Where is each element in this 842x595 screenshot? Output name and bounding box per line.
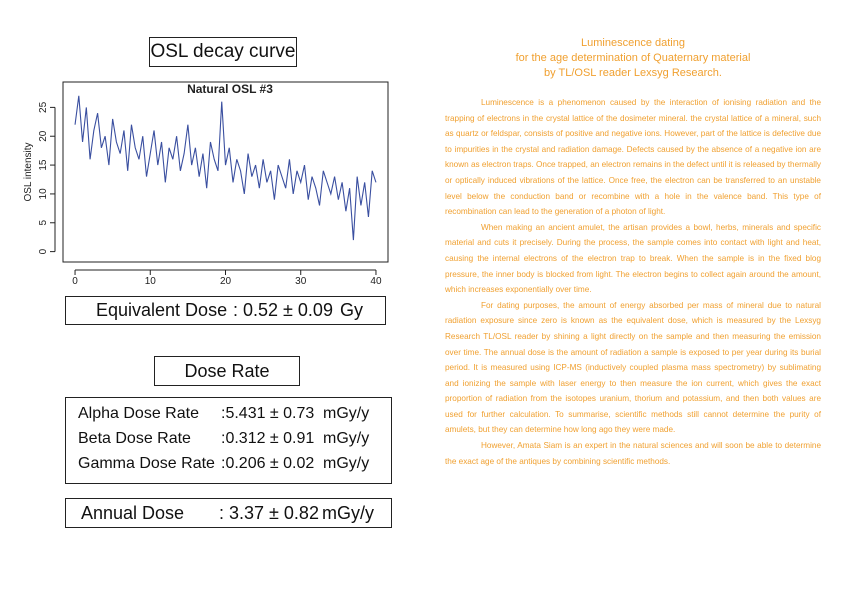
article-title: Luminescence dating for the age determina… <box>445 36 821 81</box>
title-line: Luminescence dating <box>581 37 685 49</box>
value: :5.431 ± 0.73 <box>221 405 315 422</box>
heading-box: Dose Rate <box>154 356 300 386</box>
value: : 3.37 ± 0.82 <box>219 503 319 523</box>
heading: Dose Rate <box>184 361 270 381</box>
x-tick-label: 10 <box>145 276 157 287</box>
x-tick-label: 40 <box>370 276 382 287</box>
unit: mGy/y <box>323 455 370 472</box>
dose-rate-row: Beta Dose Rate :0.312 ± 0.91 mGy/y <box>78 430 388 452</box>
y-tick-label: 25 <box>38 101 49 113</box>
article: Luminescence dating for the age determina… <box>445 36 821 469</box>
y-tick-label: 0 <box>38 248 49 254</box>
y-axis-label: OSL intensity <box>23 142 34 201</box>
data-line <box>74 95 377 241</box>
equivalent-dose-box: Equivalent Dose : 0.52 ± 0.09 Gy <box>65 296 386 325</box>
unit: Gy <box>340 300 364 320</box>
value: :0.206 ± 0.02 <box>221 455 315 472</box>
title-line: for the age determination of Quaternary … <box>515 52 751 64</box>
x-tick-label: 20 <box>220 276 232 287</box>
unit: mGy/y <box>323 405 370 422</box>
x-tick-label: 0 <box>72 276 78 287</box>
title-line: by TL/OSL reader Lexsyg Research. <box>544 67 722 79</box>
label: Annual Dose <box>81 503 185 523</box>
paragraph: For dating purposes, the amount of energ… <box>445 300 821 435</box>
unit: mGy/y <box>322 503 374 523</box>
dose-rate-box: Alpha Dose Rate:5.431 ± 0.73 mGy/y Beta Do… <box>65 397 392 484</box>
heading-box: OSL decay curve <box>149 37 297 67</box>
paragraph: Luminescence is a phenomenon caused by t… <box>445 98 821 217</box>
y-tick-label: 15 <box>38 159 49 171</box>
label: Equivalent Dose <box>96 300 228 320</box>
annual-dose-box: Annual Dose : 3.37 ± 0.82 mGy/y <box>65 498 392 528</box>
dose-rate-row: Alpha Dose Rate :5.431 ± 0.73 mGy/y <box>78 405 388 427</box>
chart-title: Natural OSL #3 <box>187 82 273 96</box>
value: :0.312 ± 0.91 <box>221 430 315 447</box>
label: Gamma Dose Rate <box>78 455 215 472</box>
paragraph: When making an ancient amulet, the artis… <box>445 222 821 295</box>
label: Beta Dose Rate <box>78 430 191 447</box>
paragraph: However, Amata Siam is an expert in the … <box>445 441 821 466</box>
heading: OSL decay curve <box>150 41 296 62</box>
y-tick-label: 20 <box>38 130 49 142</box>
x-tick-label: 30 <box>295 276 307 287</box>
plot-frame <box>62 81 389 263</box>
label: Alpha Dose Rate <box>78 405 199 422</box>
chart: Natural OSL #3 OSL intensity 0 10 20 30 40 0 5… <box>23 81 389 287</box>
dose-rate-row: Gamma Dose Rate :0.206 ± 0.02 mGy/y <box>78 455 388 477</box>
y-tick-label: 5 <box>38 220 49 226</box>
y-tick-label: 10 <box>38 188 49 200</box>
unit: mGy/y <box>323 430 370 447</box>
value: : 0.52 ± 0.09 <box>233 300 333 320</box>
